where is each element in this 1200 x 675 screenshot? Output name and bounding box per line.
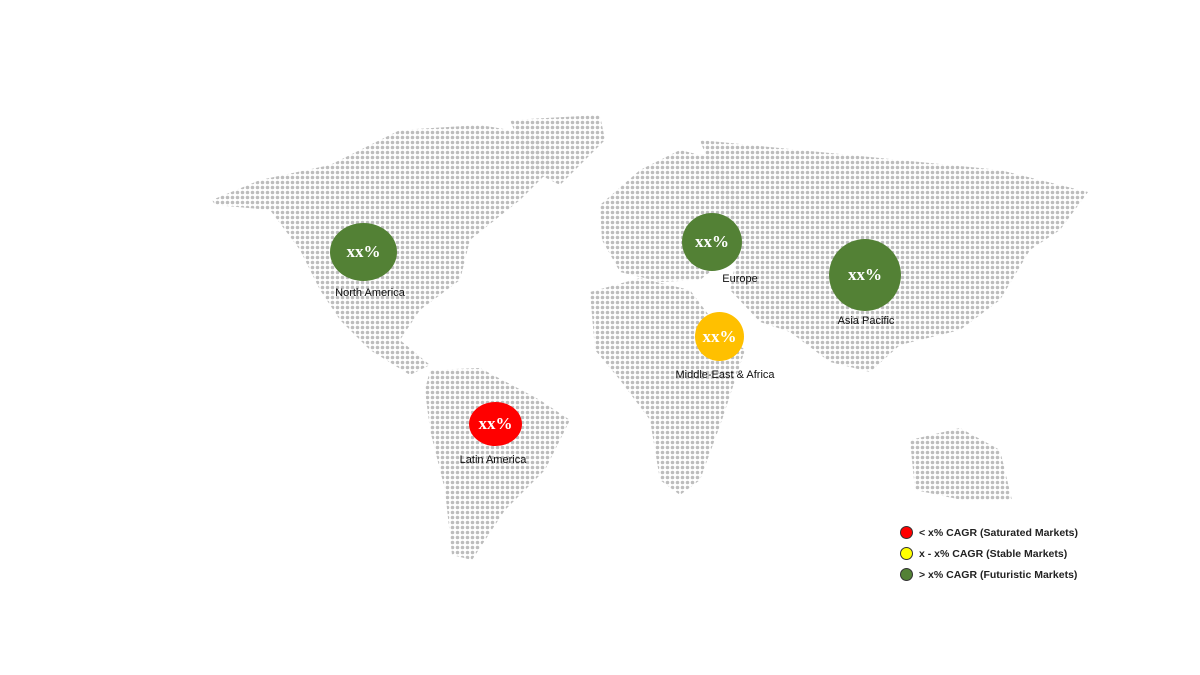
legend-swatch	[900, 526, 913, 539]
legend-label: x - x% CAGR (Stable Markets)	[919, 547, 1068, 560]
legend-swatch	[900, 547, 913, 560]
continent-australia	[910, 428, 1012, 500]
bubble-value: xx%	[346, 242, 381, 261]
legend-item-futuristic: > x% CAGR (Futuristic Markets)	[900, 564, 1078, 585]
legend-label: < x% CAGR (Saturated Markets)	[919, 526, 1079, 539]
label-asia-pacific: Asia Pacific	[837, 315, 895, 327]
legend-item-saturated: < x% CAGR (Saturated Markets)	[900, 522, 1078, 543]
label-middle-east-africa: Middle-East & Africa	[675, 369, 775, 381]
continent-greenland	[510, 115, 605, 185]
label-latin-america: Latin America	[459, 454, 527, 466]
label-north-america: North America	[335, 287, 405, 299]
label-europe: Europe	[722, 273, 758, 285]
bubble-north-america: xx%	[330, 223, 397, 281]
bubble-latin-america: xx%	[469, 402, 522, 446]
continent-africa	[590, 278, 745, 495]
bubble-value: xx%	[702, 326, 737, 346]
bubble-value: xx%	[478, 414, 513, 433]
legend: < x% CAGR (Saturated Markets) x - x% CAG…	[900, 522, 1078, 585]
legend-item-stable: x - x% CAGR (Stable Markets)	[900, 543, 1078, 564]
legend-swatch	[900, 568, 913, 581]
bubble-value: xx%	[848, 265, 882, 284]
legend-label: > x% CAGR (Futuristic Markets)	[919, 568, 1078, 581]
bubble-europe: xx%	[682, 213, 742, 271]
bubble-asia-pacific: xx%	[829, 239, 901, 311]
continent-south-america	[425, 368, 570, 560]
bubble-value: xx%	[695, 232, 729, 251]
bubble-middle-east-africa: xx%	[695, 312, 744, 361]
